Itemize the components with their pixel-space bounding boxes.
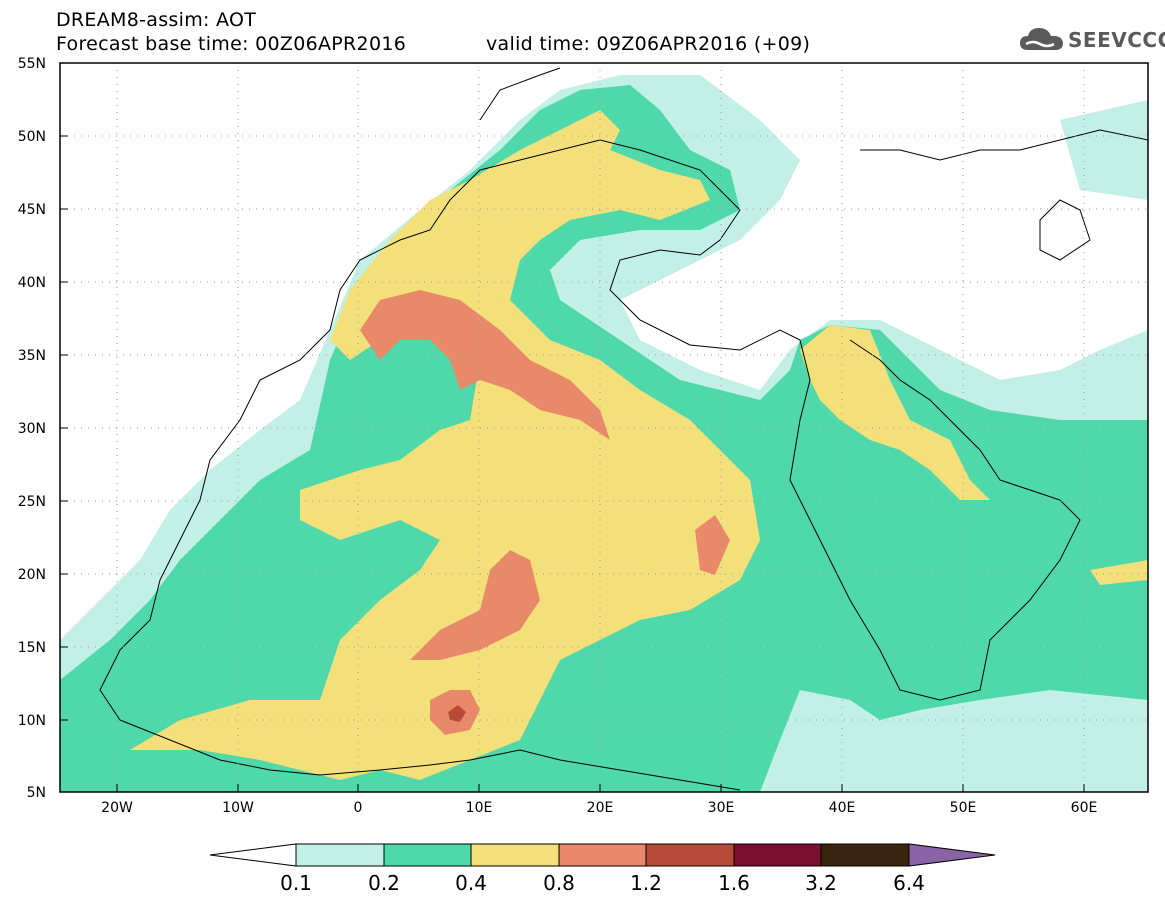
lat-label: 50N [18, 129, 46, 145]
lat-label: 10N [18, 713, 46, 729]
colorbar-high-arrow [908, 843, 996, 867]
lat-label: 15N [18, 640, 46, 656]
lon-label: 20E [587, 800, 614, 816]
lon-label: 40E [829, 800, 856, 816]
lon-label: 60E [1071, 800, 1098, 816]
axis-ticks [60, 62, 1085, 793]
lat-label: 30N [18, 421, 46, 437]
colorbar-segment [733, 843, 822, 867]
colorbar-segment [295, 843, 385, 867]
lon-label: 50E [950, 800, 977, 816]
lat-label: 35N [18, 348, 46, 364]
longitude-labels: 20W 10W 0 10E 20E 30E 40E 50E 60E [101, 800, 1097, 816]
colorbar-label: 1.6 [718, 871, 750, 895]
lon-label: 10E [466, 800, 493, 816]
coastlines [99, 67, 1149, 791]
colorbar-label: 0.8 [543, 871, 575, 895]
seevccc-logo: SEEVCCC [1018, 24, 1165, 56]
aot-fields [60, 63, 1148, 792]
colorbar-segment [645, 843, 735, 867]
colorbar-segment [383, 843, 472, 867]
map-title: DREAM8-assim: AOT [56, 9, 257, 31]
colorbar-label: 6.4 [893, 871, 925, 895]
colorbar-segment [820, 843, 910, 867]
grid-lines [60, 63, 1148, 792]
lat-label: 20N [18, 567, 46, 583]
lat-label: 5N [27, 785, 46, 801]
latitude-labels: 55N 50N 45N 40N 35N 30N 25N 20N 15N 10N … [18, 56, 46, 801]
lon-label: 0 [354, 800, 363, 816]
colorbar-label: 0.2 [368, 871, 400, 895]
colorbar-segment [558, 843, 647, 867]
colorbar-label: 3.2 [805, 871, 837, 895]
colorbar-low-arrow [209, 843, 297, 867]
colorbar-label: 0.4 [455, 871, 487, 895]
valid-time: valid time: 09Z06APR2016 (+09) [486, 33, 811, 55]
lon-label: 20W [101, 800, 133, 816]
lon-label: 10W [222, 800, 254, 816]
colorbar-segment [470, 843, 560, 867]
lon-label: 30E [708, 800, 735, 816]
lat-label: 45N [18, 202, 46, 218]
colorbar-label: 1.2 [630, 871, 662, 895]
colorbar-label: 0.1 [280, 871, 312, 895]
cloud-icon [1020, 28, 1063, 50]
lat-label: 40N [18, 275, 46, 291]
forecast-base-time: Forecast base time: 00Z06APR2016 [56, 33, 407, 55]
lat-label: 55N [18, 56, 46, 72]
lat-label: 25N [18, 494, 46, 510]
logo-text: SEEVCCC [1068, 28, 1165, 52]
colorbar [209, 843, 996, 867]
